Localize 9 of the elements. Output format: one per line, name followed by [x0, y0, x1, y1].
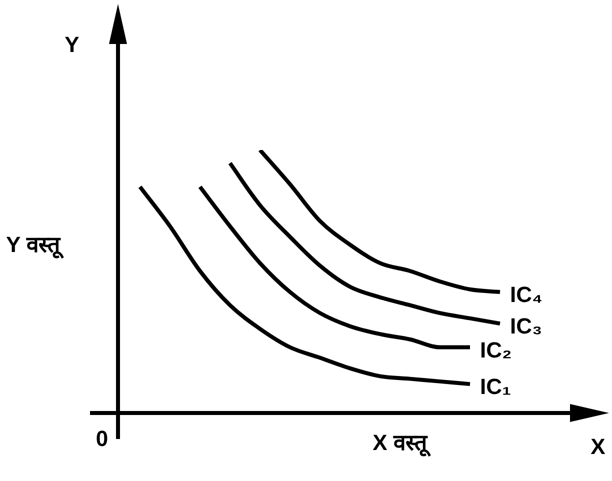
text: X — [590, 434, 606, 460]
series-label: IC₂ — [480, 337, 512, 362]
y-axis-title: Y वस्तू — [6, 232, 64, 260]
series-label: IC₄ — [510, 282, 542, 308]
series-label: IC₃ — [510, 314, 542, 339]
text: Y — [64, 32, 80, 58]
series-label: IC₁ — [480, 374, 512, 400]
x-axis-title: X वस्तू — [372, 430, 432, 458]
text: 0 — [96, 426, 108, 452]
